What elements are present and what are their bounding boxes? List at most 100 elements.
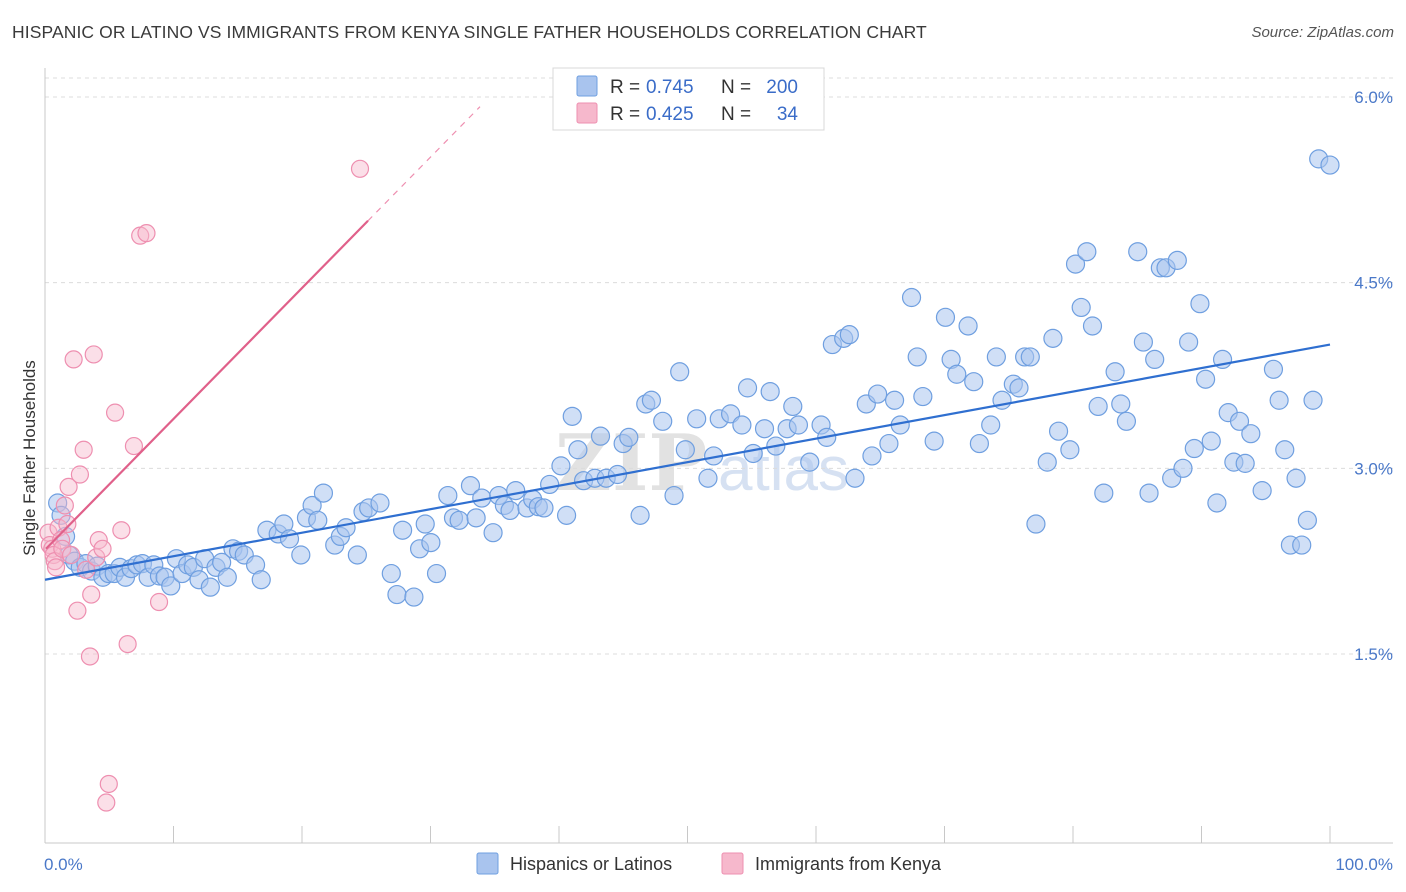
point-hispanic-145 (1071, 297, 1091, 318)
point-hispanic-21 (161, 576, 181, 596)
point-hispanic-92 (664, 485, 684, 506)
point-hispanic-58 (415, 514, 435, 534)
legend-r-value-2: 0.425 (646, 104, 694, 125)
point-hispanic-87 (619, 427, 639, 447)
point-hispanic-31 (217, 567, 237, 587)
point-hispanic-174 (1252, 481, 1272, 501)
point-hispanic-104 (760, 381, 780, 402)
point-hispanic-53 (381, 563, 401, 584)
point-hispanic-128 (947, 364, 967, 384)
point-hispanic-161 (1173, 458, 1193, 478)
point-hispanic-56 (404, 587, 424, 607)
point-hispanic-132 (981, 415, 1001, 435)
point-hispanic-182 (1303, 390, 1323, 410)
point-hispanic-77 (551, 456, 571, 476)
point-kenya-20 (84, 345, 103, 364)
legend-swatch-pink (576, 102, 598, 124)
point-hispanic-44 (308, 510, 328, 530)
legend-r-value-1: 0.745 (646, 77, 694, 98)
point-hispanic-120 (884, 390, 905, 410)
point-hispanic-95 (687, 409, 707, 429)
legend-box (552, 67, 825, 131)
legend-n-label-1: N = (721, 77, 751, 98)
point-hispanic-180 (1292, 535, 1312, 555)
point-hispanic-142 (1048, 421, 1069, 441)
point-hispanic-101 (737, 378, 758, 398)
point-hispanic-154 (1133, 332, 1153, 352)
y-tick-label-3: 6.0% (1354, 88, 1393, 107)
point-hispanic-141 (1043, 328, 1063, 348)
x-tick-label-max: 100.0% (1335, 855, 1393, 874)
point-kenya-27 (112, 521, 131, 540)
point-hispanic-171 (1229, 411, 1250, 431)
point-hispanic-71 (506, 481, 526, 501)
point-kenya-19 (82, 585, 101, 604)
point-hispanic-133 (986, 347, 1006, 367)
point-hispanic-123 (907, 347, 927, 367)
point-kenya-11 (59, 477, 78, 496)
point-hispanic-91 (653, 411, 673, 431)
point-hispanic-117 (862, 446, 882, 466)
trend-lines (44, 106, 1331, 581)
point-hispanic-126 (935, 307, 956, 327)
point-hispanic-118 (868, 384, 888, 404)
point-hispanic-40 (279, 529, 300, 549)
point-hispanic-152 (1116, 411, 1137, 431)
point-hispanic-124 (913, 386, 933, 407)
point-hispanic-59 (421, 532, 441, 553)
point-hispanic-181 (1297, 510, 1317, 530)
point-kenya-10 (58, 514, 77, 534)
x-tick-label-min: 0.0% (44, 855, 83, 874)
point-hispanic-100 (732, 415, 752, 435)
point-kenya-9 (55, 496, 74, 515)
series-hispanics-points (48, 149, 1340, 607)
legend-r-label-2: R = (610, 104, 640, 125)
point-hispanic-184 (1320, 155, 1340, 175)
point-hispanic-144 (1065, 254, 1086, 274)
trend-line-kenya (45, 220, 369, 550)
point-hispanic-94 (675, 440, 695, 460)
point-hispanic-36 (251, 570, 271, 590)
chart-title: HISPANIC OR LATINO VS IMMIGRANTS FROM KE… (12, 22, 927, 42)
trend-line-hispanics (44, 343, 1331, 581)
point-hispanic-80 (568, 440, 588, 460)
point-hispanic-114 (839, 325, 859, 345)
point-kenya-15 (70, 465, 90, 484)
legend-swatch-blue (576, 75, 598, 97)
point-hispanic-54 (387, 584, 407, 605)
point-hispanic-88 (630, 505, 650, 525)
bottom-legend-label-blue: Hispanics or Latinos (510, 854, 672, 874)
point-kenya-5 (46, 558, 66, 577)
y-tick-labels: 1.5% 3.0% 4.5% 6.0% (1354, 88, 1393, 664)
point-hispanic-70 (500, 500, 520, 521)
point-kenya-29 (124, 436, 144, 456)
y-axis-label: Single Father Households (20, 360, 39, 556)
point-hispanic-150 (1105, 362, 1125, 382)
point-hispanic-163 (1184, 438, 1204, 459)
point-hispanic-155 (1139, 483, 1159, 503)
legend-n-value-1: 200 (766, 77, 798, 98)
point-hispanic-130 (964, 372, 984, 392)
point-hispanic-151 (1111, 394, 1131, 414)
point-hispanic-79 (562, 406, 582, 426)
point-hispanic-65 (466, 508, 486, 528)
point-hispanic-177 (1275, 440, 1295, 460)
point-hispanic-63 (449, 510, 469, 530)
point-hispanic-60 (426, 563, 447, 584)
trend-line-kenya-extrapolated (367, 106, 481, 222)
point-hispanic-167 (1207, 493, 1227, 513)
point-hispanic-28 (200, 577, 220, 597)
point-hispanic-146 (1077, 242, 1097, 262)
legend-n-value-2: 34 (777, 104, 799, 125)
axes (44, 68, 1393, 844)
point-hispanic-67 (483, 523, 503, 543)
point-hispanic-179 (1286, 468, 1306, 488)
point-hispanic-173 (1241, 424, 1261, 444)
point-hispanic-76 (540, 474, 560, 495)
point-hispanic-64 (460, 476, 481, 496)
point-hispanic-165 (1195, 369, 1216, 389)
point-hispanic-61 (438, 485, 458, 506)
bottom-legend-swatch-blue (476, 852, 499, 875)
point-hispanic-49 (347, 545, 367, 565)
